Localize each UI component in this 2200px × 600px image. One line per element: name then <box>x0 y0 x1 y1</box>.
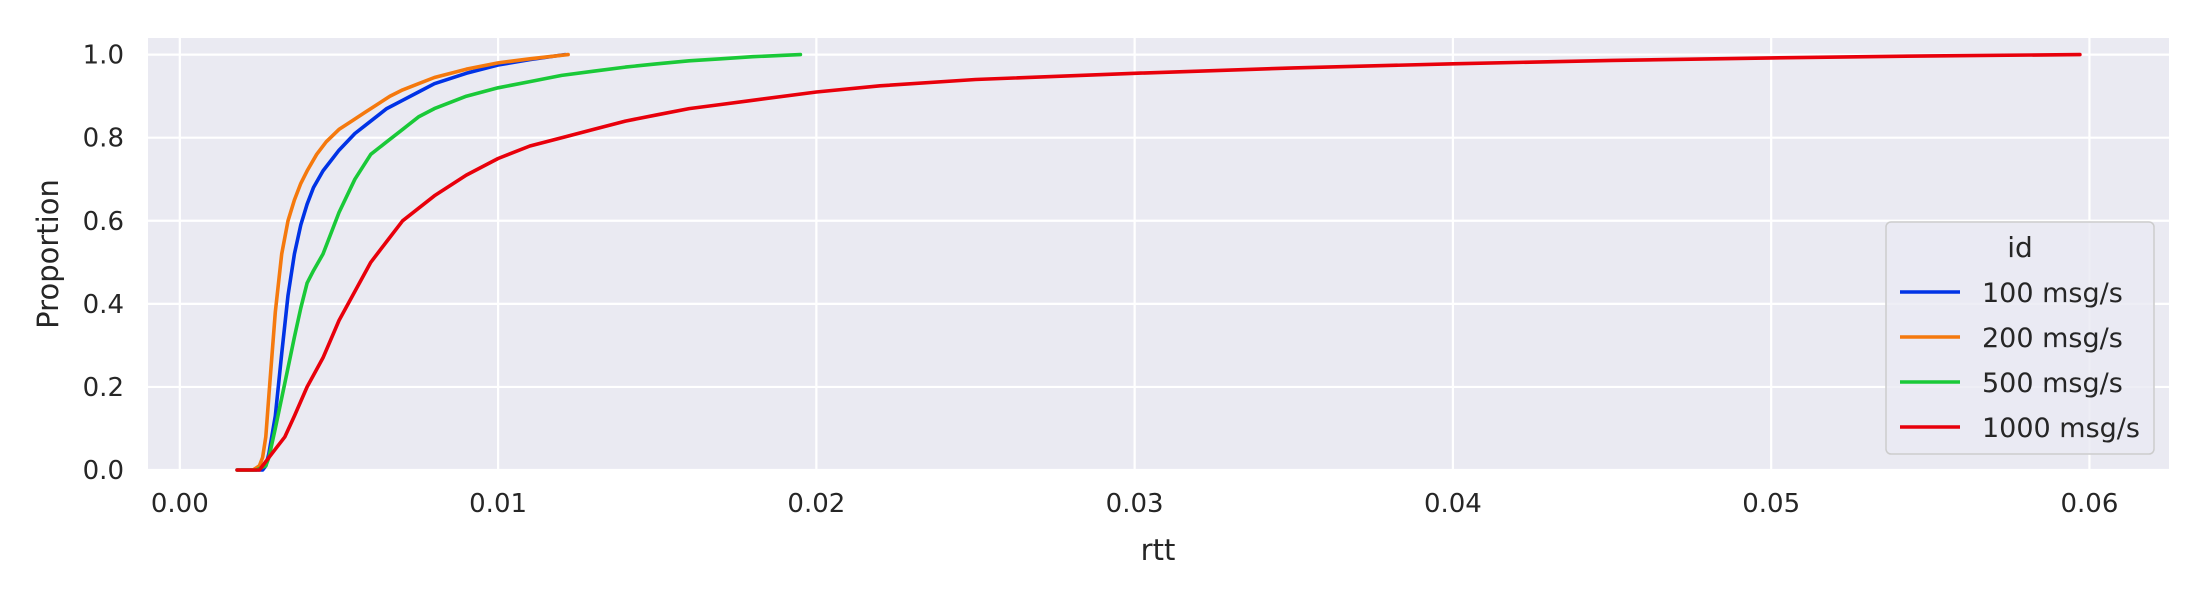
series-line-1000-msg-s <box>235 52 2082 472</box>
x-tick-label: 0.02 <box>787 489 845 519</box>
y-tick-label: 0.6 <box>83 207 124 237</box>
legend-label: 200 msg/s <box>1982 323 2123 354</box>
y-tick-label: 1.0 <box>83 41 124 71</box>
y-tick-labels: 0.0 0.2 0.4 0.6 0.8 1.0 <box>83 41 124 486</box>
y-axis-label: Proportion <box>31 179 65 329</box>
legend-box <box>1885 221 2155 455</box>
series-line-200-msg-s <box>235 52 570 472</box>
x-axis-label: rtt <box>1141 533 1176 567</box>
y-tick-label: 0.4 <box>83 290 124 320</box>
y-tick-label: 0.0 <box>83 456 124 486</box>
x-tick-label: 0.01 <box>469 489 527 519</box>
x-tick-label: 0.06 <box>2060 489 2118 519</box>
x-tick-label: 0.04 <box>1424 489 1482 519</box>
y-tick-label: 0.2 <box>83 373 124 403</box>
x-tick-label: 0.00 <box>151 489 209 519</box>
y-tick-label: 0.8 <box>83 124 124 154</box>
legend: id 100 msg/s 200 msg/s 500 msg/s 1000 msg/s <box>1885 221 2155 455</box>
legend-label: 1000 msg/s <box>1982 413 2140 444</box>
legend-label: 100 msg/s <box>1982 278 2123 309</box>
legend-title: id <box>2007 231 2033 264</box>
plot-background <box>148 38 2169 470</box>
x-tick-labels: 0.00 0.01 0.02 0.03 0.04 0.05 0.06 <box>151 489 2118 519</box>
series-line-500-msg-s <box>235 52 803 472</box>
x-tick-label: 0.03 <box>1106 489 1164 519</box>
series-lines <box>235 52 2082 472</box>
x-tick-label: 0.05 <box>1742 489 1800 519</box>
y-gridlines <box>148 53 2169 472</box>
legend-entries: 100 msg/s 200 msg/s 500 msg/s 1000 msg/s <box>1900 278 2140 444</box>
legend-label: 500 msg/s <box>1982 368 2123 399</box>
